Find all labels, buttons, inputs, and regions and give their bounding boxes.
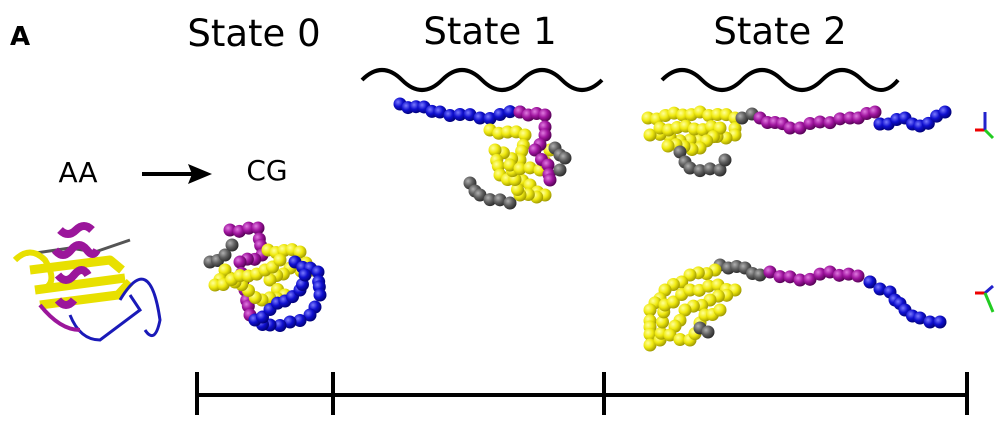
bead <box>274 254 287 267</box>
bead <box>559 152 572 165</box>
cg-label: CG <box>246 154 287 187</box>
coarse-grained-models <box>204 98 952 352</box>
bead <box>234 256 247 269</box>
aa-label: AA <box>58 156 97 189</box>
timeline <box>197 372 967 415</box>
bead <box>719 154 732 167</box>
bead <box>939 106 952 119</box>
bead <box>314 289 327 302</box>
figure: A State 0 State 1 State 2 AA CG <box>0 0 998 421</box>
arrow <box>142 164 212 184</box>
bead <box>869 106 882 119</box>
state-title: State 1 <box>423 10 556 53</box>
panel-label: A <box>10 22 30 52</box>
bead <box>702 326 715 339</box>
bead <box>544 174 557 187</box>
axes-icon <box>975 112 993 312</box>
wave <box>662 70 898 90</box>
bead <box>252 222 265 235</box>
wave <box>362 70 602 90</box>
bead <box>714 304 727 317</box>
bead <box>554 164 567 177</box>
all-atom-cartoon <box>15 226 160 340</box>
bead <box>226 239 239 252</box>
state-title: State 0 <box>187 12 320 55</box>
bead <box>852 270 865 283</box>
state-title: State 2 <box>713 10 846 53</box>
page: A State 0 State 1 State 2 AA CG (() => {… <box>0 0 998 421</box>
bead <box>299 269 312 282</box>
bead <box>539 109 552 122</box>
bead <box>934 316 947 329</box>
bead <box>662 140 675 153</box>
